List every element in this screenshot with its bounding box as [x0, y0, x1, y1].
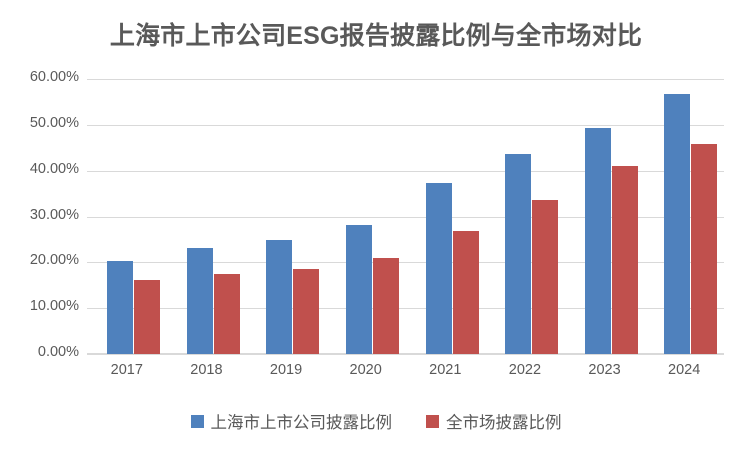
bar-2022-series-0[interactable]: [505, 154, 532, 354]
bar-2023-series-1[interactable]: [611, 166, 638, 354]
bar-2019-series-0[interactable]: [266, 239, 293, 354]
y-axis-tick-label: 60.00%: [29, 69, 79, 85]
y-axis-tick-label: 30.00%: [29, 206, 79, 223]
y-axis-tick-label: 10.00%: [29, 298, 79, 315]
bar-2021-series-1[interactable]: [452, 230, 479, 354]
y-axis-tick-label: 50.00%: [29, 114, 79, 131]
bar-group: [485, 79, 565, 354]
y-axis: 60.00% 50.00% 40.00% 30.00% 20.00% 10.00% 0.00…: [0, 0, 79, 452]
legend-label: 上海市上市公司披露比例: [210, 414, 393, 432]
bar-2024-series-1[interactable]: [691, 144, 718, 354]
bar-2018-series-0[interactable]: [186, 247, 213, 354]
x-axis-tick-label: 2021: [429, 362, 462, 378]
y-axis-tick-label: 20.00%: [29, 252, 79, 269]
legend-swatch-icon: [426, 414, 439, 428]
bar-2024-series-0[interactable]: [664, 94, 691, 354]
bar-group: [326, 79, 406, 354]
legend-swatch-icon: [190, 414, 204, 428]
bar-2018-series-1[interactable]: [213, 273, 240, 354]
gridline: [87, 262, 724, 264]
x-axis-tick-label: 2020: [349, 362, 382, 378]
gridline: [87, 170, 724, 172]
bar-2020-series-1[interactable]: [372, 258, 399, 354]
legend-item-0[interactable]: 上海市上市公司披露比例: [190, 409, 393, 433]
y-axis-tick-label: 40.00%: [29, 160, 79, 177]
bar-2023-series-0[interactable]: [584, 127, 611, 354]
gridline: [87, 216, 724, 218]
gridline: [87, 308, 724, 310]
x-axis-tick-label: 2024: [668, 362, 701, 378]
x-axis-tick-label: 2023: [588, 362, 621, 378]
bar-2017-series-0[interactable]: [107, 260, 133, 354]
bar-group: [565, 79, 645, 354]
bar-2021-series-0[interactable]: [425, 182, 452, 354]
gridline: [87, 124, 724, 126]
x-axis-tick-label: 2019: [269, 362, 303, 378]
bar-2022-series-1[interactable]: [532, 200, 559, 354]
y-axis-tick-label: 0.00%: [37, 344, 79, 360]
x-axis-tick-label: 2022: [508, 362, 542, 378]
bar-group: [167, 79, 247, 354]
bar-group: [406, 79, 486, 354]
bar-group: [644, 79, 724, 354]
legend-item-1[interactable]: 全市场披露比例: [426, 409, 562, 433]
x-axis: 2017 2018 2019 2020 2021 2022 2023 2024: [87, 362, 724, 386]
x-axis-tick-label: 2018: [190, 362, 223, 378]
bar-2019-series-1[interactable]: [293, 268, 320, 354]
bar-2020-series-0[interactable]: [345, 225, 372, 354]
bar-group: [246, 79, 326, 354]
bars-layer: [87, 79, 724, 354]
bar-group: [87, 79, 167, 354]
x-axis-tick-label: 2017: [110, 362, 143, 378]
legend-label: 全市场披露比例: [446, 414, 562, 432]
chart-title: 上海市上市公司ESG报告披露比例与全市场对比: [109, 22, 643, 50]
gridline: [87, 79, 724, 80]
bar-2017-series-1[interactable]: [134, 280, 160, 354]
x-axis-baseline: [87, 353, 724, 355]
chart-legend: 上海市上市公司披露比例 全市场披露比例: [0, 409, 752, 433]
